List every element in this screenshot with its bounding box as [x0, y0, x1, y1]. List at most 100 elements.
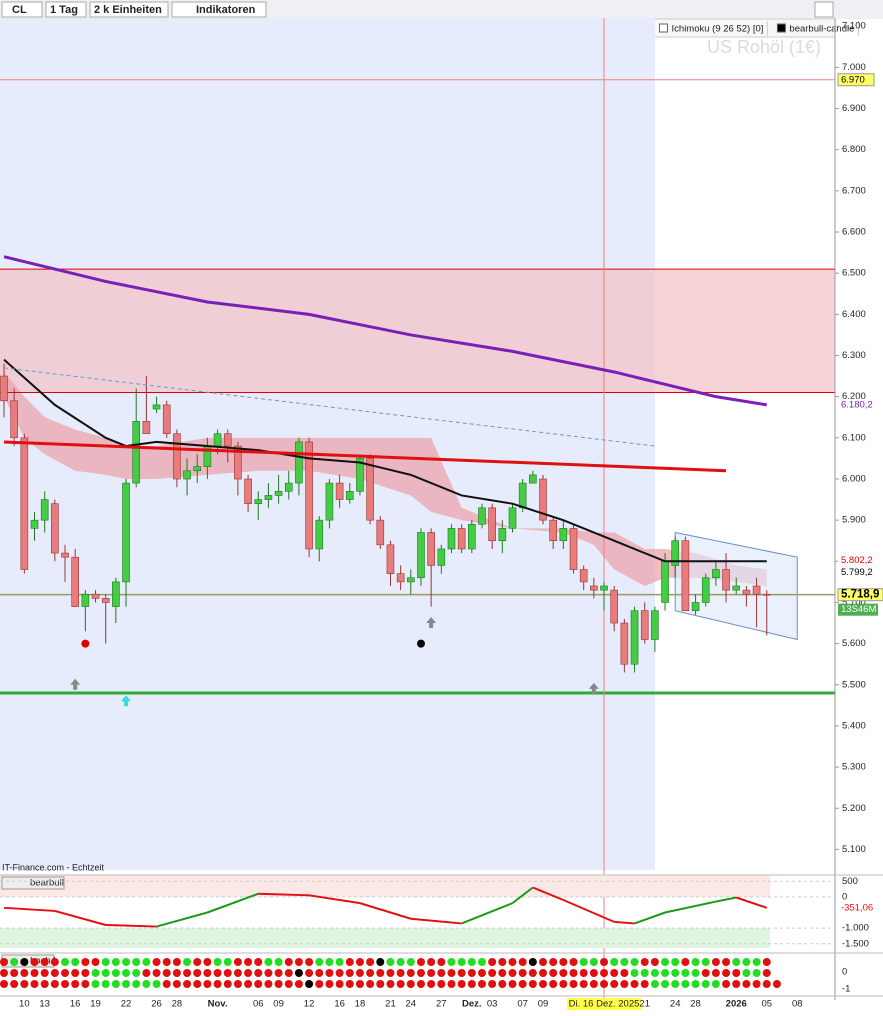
- candle-body: [61, 552, 69, 558]
- state-dot: [711, 980, 720, 988]
- indicators[interactable]: Indikatoren: [196, 4, 256, 16]
- x-tick-label: Dez.: [462, 999, 482, 1010]
- osc-segment: [359, 902, 412, 920]
- osc-segment: [207, 892, 259, 914]
- indicators-button[interactable]: [171, 1, 267, 18]
- state-dot: [640, 980, 649, 988]
- symbol[interactable]: CL: [12, 4, 27, 16]
- state-dot: [193, 958, 202, 966]
- candle-body: [223, 433, 232, 447]
- state-dot: [152, 969, 161, 977]
- state-dot: [650, 969, 659, 977]
- state-dot: [508, 980, 517, 988]
- candle-body: [661, 561, 669, 603]
- osc-segment: [54, 909, 106, 926]
- legend-item[interactable]: Ichimoku (9 26 52) [0]: [672, 24, 764, 35]
- candle-body: [549, 519, 557, 542]
- state-dot: [193, 969, 202, 977]
- price-tag-label: 5.718,9: [841, 589, 879, 601]
- state-dot: [376, 980, 385, 988]
- y-tick-label: 6.300: [842, 350, 866, 361]
- state-dot: [355, 969, 364, 977]
- candle-body: [254, 499, 263, 504]
- main-chart: 5.1005.2005.3005.4005.5005.6005.7005.800…: [0, 18, 883, 1000]
- osc-segment: [410, 917, 462, 925]
- x-tick-label: 08: [792, 999, 803, 1010]
- candle-body: [51, 503, 59, 554]
- candle-body: [264, 495, 273, 500]
- state-dot: [549, 969, 558, 977]
- state-dot: [40, 958, 49, 966]
- state-dot: [244, 969, 253, 977]
- state-dot: [132, 958, 141, 966]
- state-dot: [518, 980, 527, 988]
- interval[interactable]: 1 Tag: [50, 4, 78, 16]
- state-dot: [71, 980, 80, 988]
- candle-body: [386, 544, 395, 574]
- state-dot: [162, 958, 171, 966]
- state-dot: [691, 969, 700, 977]
- state-dot: [386, 958, 395, 966]
- state-dot: [10, 969, 19, 977]
- state-dot: [20, 969, 29, 977]
- indicator-line: [3, 440, 727, 473]
- candle-body: [478, 507, 486, 525]
- x-tick-label: 09: [538, 999, 549, 1010]
- units-button[interactable]: [89, 1, 169, 18]
- symbol-button[interactable]: [1, 1, 43, 18]
- y-tick-label: 5.900: [842, 515, 866, 526]
- state-dot: [528, 969, 537, 977]
- x-tick-label: 28: [172, 999, 183, 1010]
- state-dot: [671, 969, 680, 977]
- state-dot: [671, 980, 680, 988]
- x-tick-label: 24: [670, 999, 681, 1010]
- state-dot: [396, 969, 405, 977]
- osc-tick-label: -1.500: [842, 938, 869, 949]
- state-dot: [0, 980, 8, 988]
- state-dot: [732, 969, 741, 977]
- state-dot: [427, 958, 436, 966]
- state-dot: [0, 969, 8, 977]
- state-dot: [254, 958, 263, 966]
- candle-body: [457, 528, 466, 550]
- price-tag-label: 5.799,2: [841, 567, 873, 578]
- state-dot: [711, 969, 720, 977]
- units[interactable]: 2 k Einheiten: [94, 4, 162, 16]
- x-tick-label: 24: [406, 999, 417, 1010]
- state-dot: [752, 958, 761, 966]
- interval-button[interactable]: [45, 1, 87, 18]
- legend-item[interactable]: bearbull-candle: [789, 24, 854, 35]
- candle-body: [152, 404, 161, 410]
- x-tick-label: 06: [253, 999, 264, 1010]
- state-dot: [600, 969, 609, 977]
- y-tick-label: 6.100: [842, 432, 866, 443]
- osc-segment: [308, 894, 361, 905]
- state-dot: [427, 980, 436, 988]
- osc-segment: [532, 886, 564, 901]
- state-dot: [549, 958, 558, 966]
- state-dot: [437, 980, 446, 988]
- state-dot: [223, 969, 232, 977]
- state-dot: [711, 958, 720, 966]
- state-dot: [508, 969, 517, 977]
- state-dot: [447, 980, 456, 988]
- x-tick-label: 09: [273, 999, 284, 1010]
- refresh-button[interactable]: [814, 1, 834, 18]
- x-tick-label: 16: [70, 999, 81, 1010]
- candle-body: [10, 400, 18, 439]
- state-dot: [30, 980, 39, 988]
- osc-tick-label: 0: [842, 891, 847, 902]
- state-dot: [620, 969, 629, 977]
- state-dot: [172, 980, 181, 988]
- state-dot: [620, 958, 629, 966]
- osc-segment: [258, 892, 310, 897]
- candle-body: [600, 585, 608, 591]
- candle-body: [417, 532, 425, 579]
- state-dot: [122, 958, 131, 966]
- state-dot: [254, 980, 263, 988]
- state-dot: [172, 958, 181, 966]
- state-dot: [650, 958, 659, 966]
- state-dot: [722, 969, 731, 977]
- candle-body: [752, 585, 761, 595]
- y-tick-label: 6.900: [842, 103, 866, 114]
